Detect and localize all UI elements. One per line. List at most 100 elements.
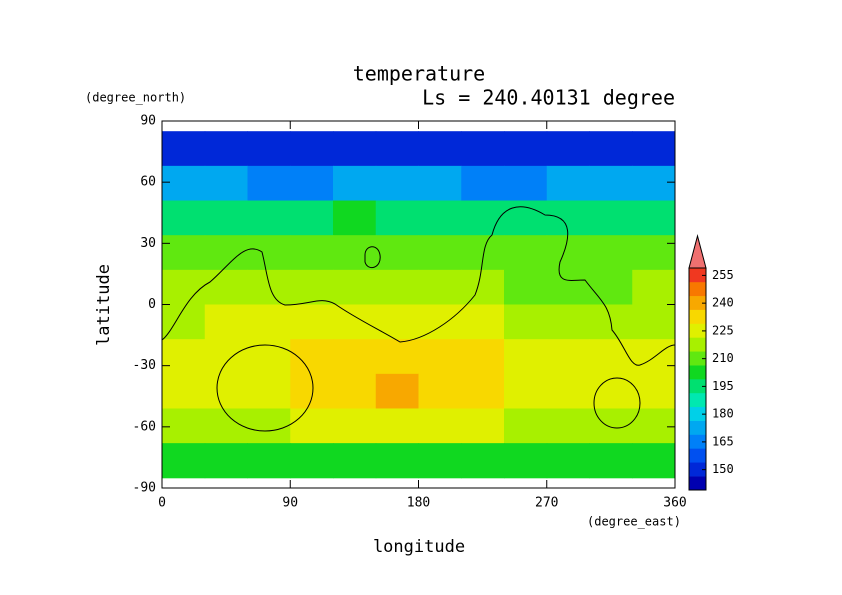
heat-cell xyxy=(461,443,505,479)
heat-cell xyxy=(418,339,462,375)
heat-cell xyxy=(290,408,334,444)
heat-cell xyxy=(204,339,248,375)
heat-cell xyxy=(546,339,590,375)
heat-cell xyxy=(204,200,248,236)
heat-cell xyxy=(546,443,590,479)
heat-cell xyxy=(290,235,334,271)
colorbar-frame xyxy=(688,267,707,491)
heat-cell xyxy=(418,131,462,167)
heat-cell xyxy=(162,443,206,479)
y-tick-label: -90 xyxy=(133,481,156,496)
heat-cell xyxy=(375,200,419,236)
heat-cell xyxy=(546,373,590,409)
contour-line xyxy=(161,206,676,366)
heat-cell xyxy=(333,165,377,202)
chart-subtitle: Ls = 240.40131 degree xyxy=(422,86,675,110)
chart-title: temperature xyxy=(353,62,485,86)
heat-cell xyxy=(589,235,633,271)
heat-cell xyxy=(418,200,462,236)
heat-cell xyxy=(504,269,548,305)
colorbar-band xyxy=(689,406,706,421)
heat-cell xyxy=(461,131,505,167)
colorbar-tick-label: 180 xyxy=(712,407,734,421)
heat-cell xyxy=(504,200,548,236)
y-tick-label: 60 xyxy=(140,175,156,190)
heat-cell xyxy=(589,200,633,236)
heat-cell xyxy=(504,443,548,479)
colorbar-band xyxy=(689,281,706,297)
heat-cell xyxy=(461,408,505,444)
y-tick-label: -60 xyxy=(133,419,156,434)
heat-cell xyxy=(546,408,590,444)
heat-cell xyxy=(589,443,633,479)
heat-cell xyxy=(247,373,291,409)
y-tick-label: 90 xyxy=(140,114,156,129)
heat-cell xyxy=(247,200,291,236)
colorbar-band xyxy=(689,434,706,449)
heatmap xyxy=(162,131,676,479)
heat-cell xyxy=(204,443,248,479)
colorbar-band xyxy=(689,448,706,463)
contour-line xyxy=(593,377,641,429)
heat-cell xyxy=(632,443,676,479)
heat-cell xyxy=(204,165,248,202)
heat-cell xyxy=(632,304,676,340)
heat-cell xyxy=(333,373,377,409)
contour-line xyxy=(364,246,381,269)
colorbar-tick-label: 165 xyxy=(712,434,734,448)
heat-cell xyxy=(290,443,334,479)
colorbar-band xyxy=(689,365,706,380)
heat-cell xyxy=(204,131,248,167)
heat-cell xyxy=(162,373,206,409)
heat-cell xyxy=(162,304,206,340)
heat-cell xyxy=(504,373,548,409)
heat-cell xyxy=(632,373,676,409)
heat-cell xyxy=(504,339,548,375)
y-tick-label: -30 xyxy=(133,358,156,373)
y-tick-label: 30 xyxy=(140,236,156,251)
heat-cell xyxy=(546,165,590,202)
colorbar-band xyxy=(689,379,706,394)
colorbar-band xyxy=(689,420,706,435)
colorbar-tick-label: 195 xyxy=(712,379,734,393)
x-unit: (degree_east) xyxy=(587,515,681,529)
heat-cell xyxy=(375,269,419,305)
heat-cell xyxy=(504,235,548,271)
heat-cell xyxy=(333,131,377,167)
heat-cell xyxy=(461,165,505,202)
heat-cell xyxy=(461,304,505,340)
colorbar-tick-label: 255 xyxy=(712,268,734,282)
heat-cell xyxy=(162,200,206,236)
colorbar-tick-label: 210 xyxy=(712,351,734,365)
heat-cell xyxy=(204,235,248,271)
x-tick-label: 90 xyxy=(282,496,298,511)
heat-cell xyxy=(504,408,548,444)
heat-cell xyxy=(247,339,291,375)
x-tick-label: 0 xyxy=(158,496,166,511)
heat-cell xyxy=(204,269,248,305)
heat-cell xyxy=(333,408,377,444)
heat-cell xyxy=(333,339,377,375)
colorbar-tick-label: 240 xyxy=(712,296,734,310)
heat-cell xyxy=(162,408,206,444)
colorbar-band xyxy=(689,309,706,324)
heat-cell xyxy=(290,339,334,375)
heat-cell xyxy=(247,408,291,444)
heat-cell xyxy=(461,200,505,236)
heat-cell xyxy=(247,235,291,271)
heat-cell xyxy=(546,304,590,340)
y-unit: (degree_north) xyxy=(85,91,186,105)
heat-cell xyxy=(418,235,462,271)
heat-cell xyxy=(204,304,248,340)
heat-cell xyxy=(632,200,676,236)
colorbar-band xyxy=(689,323,706,338)
heat-cell xyxy=(418,165,462,202)
colorbar-band xyxy=(689,351,706,366)
heat-cell xyxy=(290,200,334,236)
heat-cell xyxy=(632,269,676,305)
colorbar-band xyxy=(689,476,706,491)
y-tick-label: 0 xyxy=(148,297,156,312)
heat-cell xyxy=(333,443,377,479)
heat-cell xyxy=(247,131,291,167)
x-axis-title: longitude xyxy=(373,537,465,557)
